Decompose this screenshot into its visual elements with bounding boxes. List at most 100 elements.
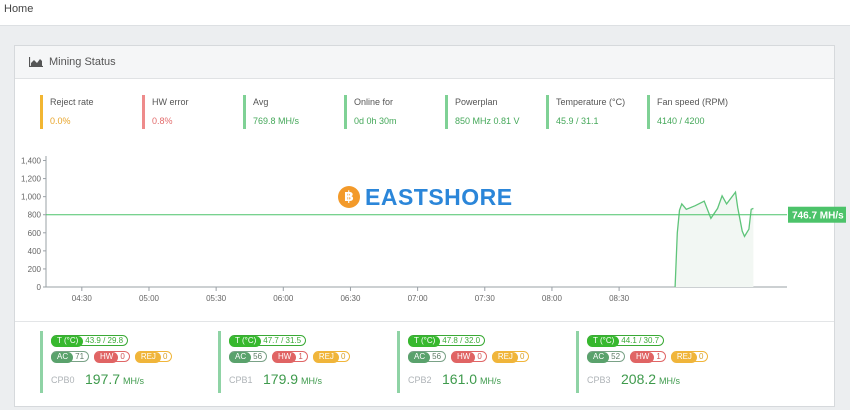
temp-badge-label: T (°C) — [51, 336, 84, 347]
stat-avg: Avg 769.8 MH/s — [243, 95, 299, 129]
stat-value: 0d 0h 30m — [354, 116, 397, 126]
stat-reject-rate: Reject rate 0.0% — [40, 95, 94, 129]
board-hashrate-value: 208.2 — [621, 371, 657, 387]
card-color-bar — [40, 331, 43, 393]
stat-fan-speed: Fan speed (RPM) 4140 / 4200 — [647, 95, 728, 129]
ac-badge-value: 56 — [432, 352, 442, 361]
rej-badge: REJ 0 — [312, 351, 351, 363]
stat-value: 0.8% — [152, 116, 173, 126]
counters-row: AC 56 HW 0 REJ 0 — [408, 351, 530, 363]
x-tick-label: 05:30 — [206, 294, 227, 303]
temp-badge-label: T (°C) — [229, 336, 262, 347]
x-tick-label: 06:00 — [273, 294, 294, 303]
average-label: 746.7 MH/s — [792, 211, 844, 222]
stat-label: Powerplan — [455, 97, 498, 107]
temp-row: T (°C) 44.1 / 30.7 — [587, 335, 665, 347]
stat-value: 4140 / 4200 — [657, 116, 705, 126]
stat-value: 0.0% — [50, 116, 71, 126]
hw-badge-value: 0 — [477, 352, 482, 361]
ac-badge-value: 52 — [611, 352, 621, 361]
temp-badge: T (°C) 44.1 / 30.7 — [587, 335, 665, 347]
temp-row: T (°C) 43.9 / 29.8 — [51, 335, 129, 347]
panel-title: Mining Status — [49, 56, 116, 68]
ac-badge-label: AC — [51, 352, 74, 363]
stat-color-bar — [40, 95, 43, 129]
temp-badge-label: T (°C) — [587, 336, 620, 347]
x-tick-label: 05:00 — [139, 294, 160, 303]
y-tick-label: 0 — [37, 283, 42, 292]
counters-row: AC 71 HW 0 REJ 0 — [51, 351, 173, 363]
temp-badge-label: T (°C) — [408, 336, 441, 347]
ac-badge-label: AC — [587, 352, 610, 363]
top-bar: Home — [0, 0, 850, 26]
hw-badge: HW 0 — [94, 351, 130, 363]
board-hashrate-value: 197.7 — [85, 371, 121, 387]
stat-color-bar — [647, 95, 650, 129]
area-chart-icon — [29, 57, 43, 67]
x-tick-label: 07:00 — [408, 294, 429, 303]
hw-badge-value: 0 — [120, 352, 125, 361]
series-line — [674, 190, 754, 288]
temp-badge: T (°C) 43.9 / 29.8 — [51, 335, 129, 347]
rej-badge: REJ 0 — [670, 351, 709, 363]
counters-row: AC 56 HW 1 REJ 0 — [229, 351, 351, 363]
temp-badge-value: 47.7 / 31.5 — [263, 336, 302, 345]
temp-badge: T (°C) 47.7 / 31.5 — [229, 335, 307, 347]
ac-badge: AC 56 — [408, 351, 447, 363]
card-color-bar — [576, 331, 579, 393]
stat-label: HW error — [152, 97, 189, 107]
board-hashrate: 161.0 MH/s — [442, 371, 501, 387]
stat-color-bar — [344, 95, 347, 129]
watermark-text: EASTSHORE — [365, 184, 513, 210]
hw-badge: HW 1 — [630, 351, 666, 363]
hw-badge-value: 1 — [656, 352, 661, 361]
ac-badge-label: AC — [408, 352, 431, 363]
rej-badge-label: REJ — [312, 352, 339, 363]
board-hashrate-value: 161.0 — [442, 371, 478, 387]
x-tick-label: 04:30 — [72, 294, 93, 303]
y-tick-label: 200 — [28, 265, 42, 274]
y-tick-label: 1,200 — [21, 175, 42, 184]
board-name: CPB1 — [229, 375, 253, 385]
stat-color-bar — [243, 95, 246, 129]
stat-color-bar — [546, 95, 549, 129]
hw-badge-label: HW — [94, 352, 119, 363]
bitcoin-icon: ฿ — [338, 186, 360, 208]
ac-badge-value: 71 — [75, 352, 85, 361]
hw-badge: HW 0 — [451, 351, 487, 363]
stat-label: Reject rate — [50, 97, 94, 107]
board-hashrate: 197.7 MH/s — [85, 371, 144, 387]
y-tick-label: 400 — [28, 247, 42, 256]
board-hashrate-unit: MH/s — [301, 376, 323, 386]
rej-badge: REJ 0 — [134, 351, 173, 363]
temp-badge-value: 44.1 / 30.7 — [621, 336, 660, 345]
hw-badge: HW 1 — [272, 351, 308, 363]
stat-label: Fan speed (RPM) — [657, 97, 729, 107]
stat-label: Online for — [354, 97, 394, 107]
rej-badge-label: REJ — [491, 352, 518, 363]
stat-color-bar — [445, 95, 448, 129]
breadcrumb-home[interactable]: Home — [4, 3, 34, 15]
board-name: CPB0 — [51, 375, 75, 385]
ac-badge-value: 56 — [253, 352, 263, 361]
ac-badge: AC 71 — [51, 351, 90, 363]
temp-badge-value: 47.8 / 32.0 — [442, 336, 481, 345]
rej-badge-label: REJ — [670, 352, 697, 363]
x-tick-label: 08:30 — [609, 294, 630, 303]
x-tick-label: 08:00 — [542, 294, 563, 303]
rej-badge: REJ 0 — [491, 351, 530, 363]
board-hashrate-unit: MH/s — [123, 376, 145, 386]
ac-badge-label: AC — [229, 352, 252, 363]
board-hashrate-unit: MH/s — [480, 376, 502, 386]
y-tick-label: 1,000 — [21, 193, 42, 202]
y-tick-label: 800 — [28, 211, 42, 220]
counters-row: AC 52 HW 1 REJ 0 — [587, 351, 709, 363]
temp-row: T (°C) 47.7 / 31.5 — [229, 335, 307, 347]
hw-badge-label: HW — [272, 352, 297, 363]
hashrate-chart: 0 200 400 600 800 1,000 1,200 1,400 04:30 05:00 05… — [21, 156, 846, 303]
stat-label: Avg — [253, 97, 269, 107]
stat-color-bar — [142, 95, 145, 129]
card-color-bar — [218, 331, 221, 393]
ac-badge: AC 52 — [587, 351, 626, 363]
rej-badge-label: REJ — [134, 352, 161, 363]
